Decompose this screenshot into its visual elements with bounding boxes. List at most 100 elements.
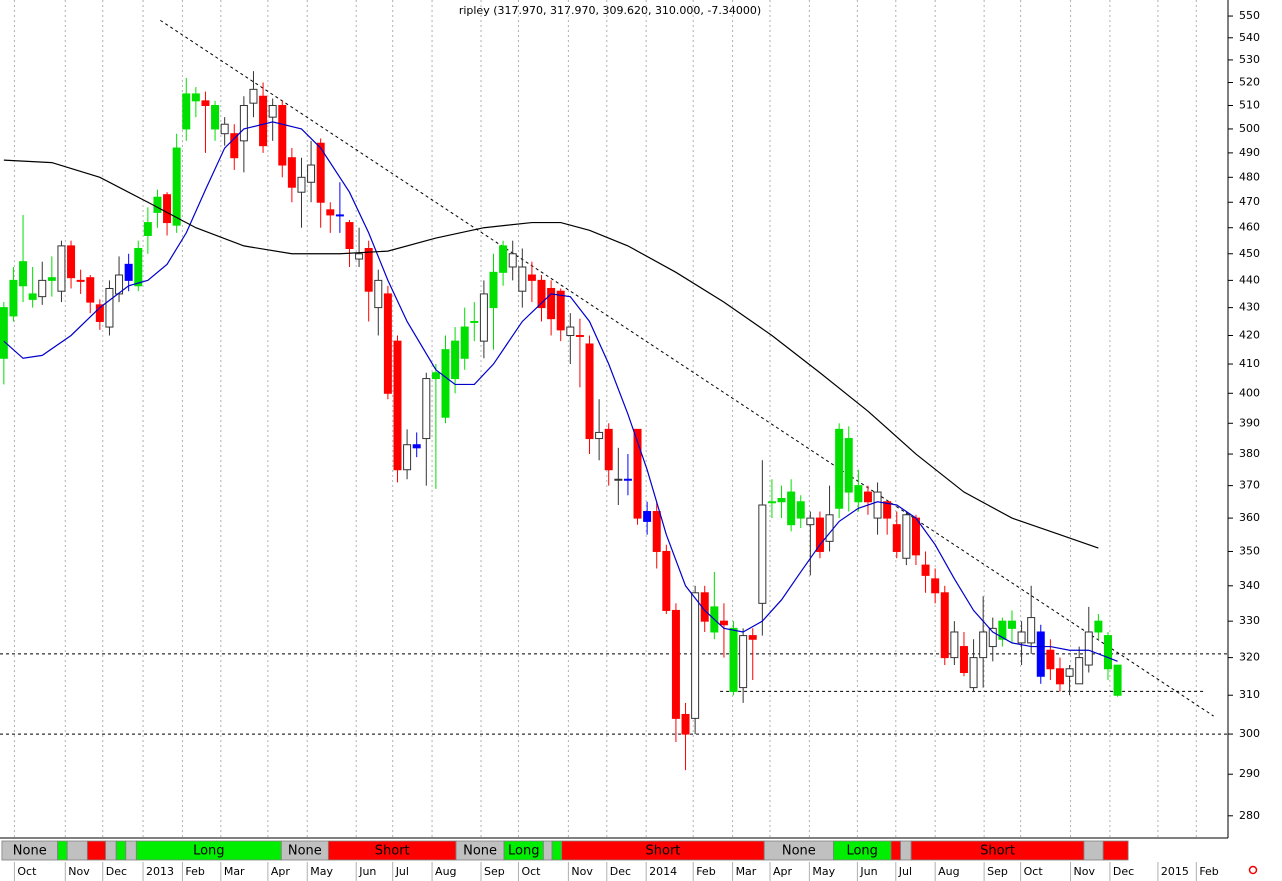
candle-body [604, 428, 613, 471]
candle-body [451, 340, 460, 380]
candle-body [844, 438, 853, 493]
candle-body [134, 248, 143, 287]
candle-body [1103, 635, 1112, 670]
y-tick-label: 500 [1239, 122, 1260, 135]
candle-body [105, 287, 114, 328]
y-tick-label: 510 [1239, 98, 1260, 111]
x-tick-label: Jul [898, 865, 912, 878]
signal-label: Short [646, 844, 681, 859]
x-tick-label: Jun [859, 865, 877, 878]
candle-body [143, 222, 152, 236]
candle-body [863, 491, 872, 503]
candle-body [422, 378, 431, 440]
candle-body [835, 428, 844, 509]
candle-body [633, 428, 642, 519]
candle-body [1046, 649, 1055, 670]
x-tick-label: Jun [358, 865, 376, 878]
x-tick-label: Oct [17, 865, 37, 878]
candle-body [566, 326, 575, 336]
x-tick-label: Dec [610, 865, 631, 878]
candle-body [739, 635, 748, 689]
candle-body [787, 491, 796, 526]
candle-body [335, 214, 344, 217]
signal-segment [57, 840, 68, 861]
candle-body [412, 444, 421, 449]
candle-body [643, 511, 652, 522]
candle-body [681, 713, 690, 735]
x-tick-label: Aug [435, 865, 456, 878]
candle-body [575, 334, 584, 337]
candle-body [988, 627, 997, 648]
candle-body [931, 578, 940, 594]
candle-body [431, 372, 440, 380]
candle-body [979, 631, 988, 659]
candle-body [0, 307, 8, 359]
x-tick-label: Feb [185, 865, 204, 878]
candle-body [691, 592, 700, 719]
candle-body [892, 524, 901, 552]
candle-body [163, 194, 172, 224]
candle-body [921, 564, 930, 576]
status-icon [1248, 865, 1258, 875]
signal-segment [1083, 840, 1104, 861]
signal-segment [86, 840, 107, 861]
candle-body [998, 620, 1007, 640]
signal-segment [105, 840, 117, 861]
candle-body [297, 176, 306, 193]
x-tick-label: Dec [1113, 865, 1134, 878]
candle-body [854, 485, 863, 503]
signal-label: Long [508, 844, 539, 859]
x-tick-label: 2015 [1161, 865, 1189, 878]
candle-body [364, 248, 373, 292]
candle-body [1084, 631, 1093, 666]
candle-body [815, 517, 824, 552]
y-tick-label: 370 [1239, 479, 1260, 492]
candle-body [1007, 620, 1016, 629]
candle-body [825, 514, 834, 542]
x-tick-label: Sep [484, 865, 505, 878]
candle-body [479, 293, 488, 342]
candle-body [1094, 620, 1103, 633]
candle-body [67, 245, 76, 279]
signal-label: Short [980, 844, 1015, 859]
x-tick-label: Feb [696, 865, 715, 878]
candle-body [1065, 668, 1074, 677]
y-tick-label: 440 [1239, 273, 1260, 286]
y-tick-label: 310 [1239, 688, 1260, 701]
signal-segment [543, 840, 553, 861]
y-tick-label: 350 [1239, 544, 1260, 557]
candle-body [383, 293, 392, 394]
candle-body [19, 261, 28, 287]
candle-body [259, 95, 268, 147]
candle-body [518, 266, 527, 292]
y-tick-label: 530 [1239, 53, 1260, 66]
chart-title: ripley (317.970, 317.970, 309.620, 310.0… [459, 4, 761, 17]
candle-body [230, 133, 239, 159]
signal-segment [890, 840, 901, 861]
y-tick-label: 380 [1239, 447, 1260, 460]
y-tick-label: 410 [1239, 357, 1260, 370]
candle-body [902, 514, 911, 559]
candle-body [969, 657, 978, 689]
candle-body [403, 444, 412, 471]
candle-body [1036, 631, 1045, 677]
y-tick-label: 480 [1239, 170, 1260, 183]
moving-average-line [3, 121, 1118, 662]
candle-body [355, 253, 364, 260]
x-tick-label: Feb [1199, 865, 1218, 878]
candle-body [940, 592, 949, 659]
candle-body [623, 478, 632, 481]
signal-label: Long [846, 844, 877, 859]
candle-body [950, 631, 959, 659]
candle-body [508, 253, 517, 268]
y-tick-label: 420 [1239, 328, 1260, 341]
candle-body [911, 517, 920, 556]
trend-line [160, 19, 1214, 717]
x-tick-label: May [812, 865, 835, 878]
candle-body [595, 431, 604, 440]
y-tick-label: 390 [1239, 416, 1260, 429]
signal-label: Short [375, 844, 410, 859]
signal-segment [551, 840, 563, 861]
candle-body [489, 271, 498, 309]
